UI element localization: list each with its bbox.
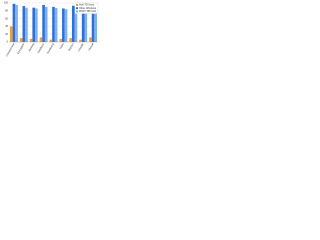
bar [91,6,95,43]
x-tick-label: Encryption [17,42,26,54]
chart: 0 20 40 60 80 100 Compression Encryption Hashing… [4,2,99,57]
x-tick-label: Compile [77,42,84,52]
x-tick-label: Video [59,42,65,50]
y-tick-label: 80 [5,9,8,12]
y-tick-label: 60 [5,17,8,20]
x-tick-label: Compression [5,42,15,57]
bar [89,37,92,42]
bar [25,7,28,42]
legend-swatch [76,10,78,13]
x-tick-label: Database [37,42,45,53]
x-tick-label: Rendering [47,42,56,54]
bar [62,8,65,43]
y-tick-label: 0 [7,41,9,44]
bar [79,39,82,42]
bar [42,4,45,42]
bar [54,8,58,42]
y-tick-label: 100 [4,2,9,5]
bar [71,5,75,43]
bar [32,7,36,42]
bar [84,8,88,43]
bar [81,7,85,42]
bar [39,37,43,42]
bar [29,38,33,42]
bar [22,6,26,43]
bar [94,7,98,42]
bar [64,9,68,43]
y-tick-label: 20 [5,33,8,36]
legend-label: MSFT 365 host [79,10,96,13]
bar [69,38,72,42]
legend-label: Intel 700 host [79,4,94,7]
legend-swatch [76,7,78,10]
x-tick-label: Hashing [28,42,35,52]
x-tick-label: Physics [68,42,75,52]
bar [19,38,23,42]
legend-swatch [76,4,78,6]
bar [9,26,13,42]
bar [74,6,78,42]
legend-label: Other Windows [79,7,97,10]
bar [49,39,53,42]
y-tick-label: 40 [5,25,8,28]
bar [52,6,55,42]
bar [12,3,16,43]
x-tick-label: Overall [88,42,95,51]
bar [35,8,38,43]
bar [59,38,63,42]
legend-box [74,2,99,14]
bar [44,6,48,42]
page: 0 20 40 60 80 100 Compression Encryption Hashing… [0,0,100,62]
bar [15,4,18,42]
